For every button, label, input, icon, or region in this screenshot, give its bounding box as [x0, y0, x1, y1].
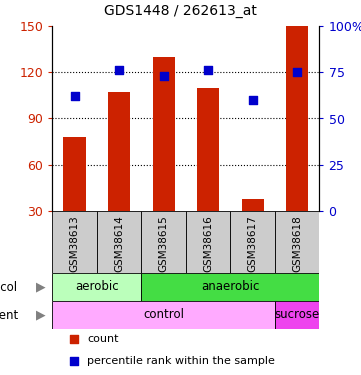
Bar [152, 57, 175, 211]
Bar [64, 137, 86, 211]
Text: GSM38616: GSM38616 [203, 215, 213, 272]
Bar [186, 211, 230, 273]
Text: control: control [143, 309, 184, 321]
Bar [275, 301, 319, 329]
Text: GSM38613: GSM38613 [70, 215, 80, 272]
Point [294, 69, 300, 75]
Point [71, 358, 77, 364]
Text: GSM38614: GSM38614 [114, 215, 124, 272]
Text: GSM38618: GSM38618 [292, 215, 302, 272]
Bar [275, 211, 319, 273]
Bar [52, 211, 97, 273]
Text: GSM38615: GSM38615 [158, 215, 169, 272]
Text: GDS1448 / 262613_at: GDS1448 / 262613_at [104, 4, 257, 18]
Text: percentile rank within the sample: percentile rank within the sample [87, 356, 275, 366]
Text: anaerobic: anaerobic [201, 280, 260, 294]
Bar [97, 211, 142, 273]
Point [116, 68, 122, 74]
Bar [230, 211, 275, 273]
Point [161, 73, 166, 79]
Point [205, 68, 211, 74]
Text: ▶: ▶ [36, 309, 45, 321]
Bar [142, 273, 319, 301]
Bar [286, 26, 308, 211]
Point [250, 97, 256, 103]
Text: ▶: ▶ [36, 280, 45, 294]
Text: aerobic: aerobic [75, 280, 119, 294]
Bar [142, 211, 186, 273]
Text: agent: agent [0, 309, 18, 321]
Text: count: count [87, 334, 118, 344]
Bar [108, 92, 130, 211]
Point [72, 93, 78, 99]
Bar [52, 273, 142, 301]
Text: sucrose: sucrose [275, 309, 320, 321]
Point [71, 336, 77, 342]
Text: protocol: protocol [0, 280, 18, 294]
Text: GSM38617: GSM38617 [248, 215, 258, 272]
Bar [197, 88, 219, 211]
Bar [52, 301, 275, 329]
Bar [242, 199, 264, 211]
